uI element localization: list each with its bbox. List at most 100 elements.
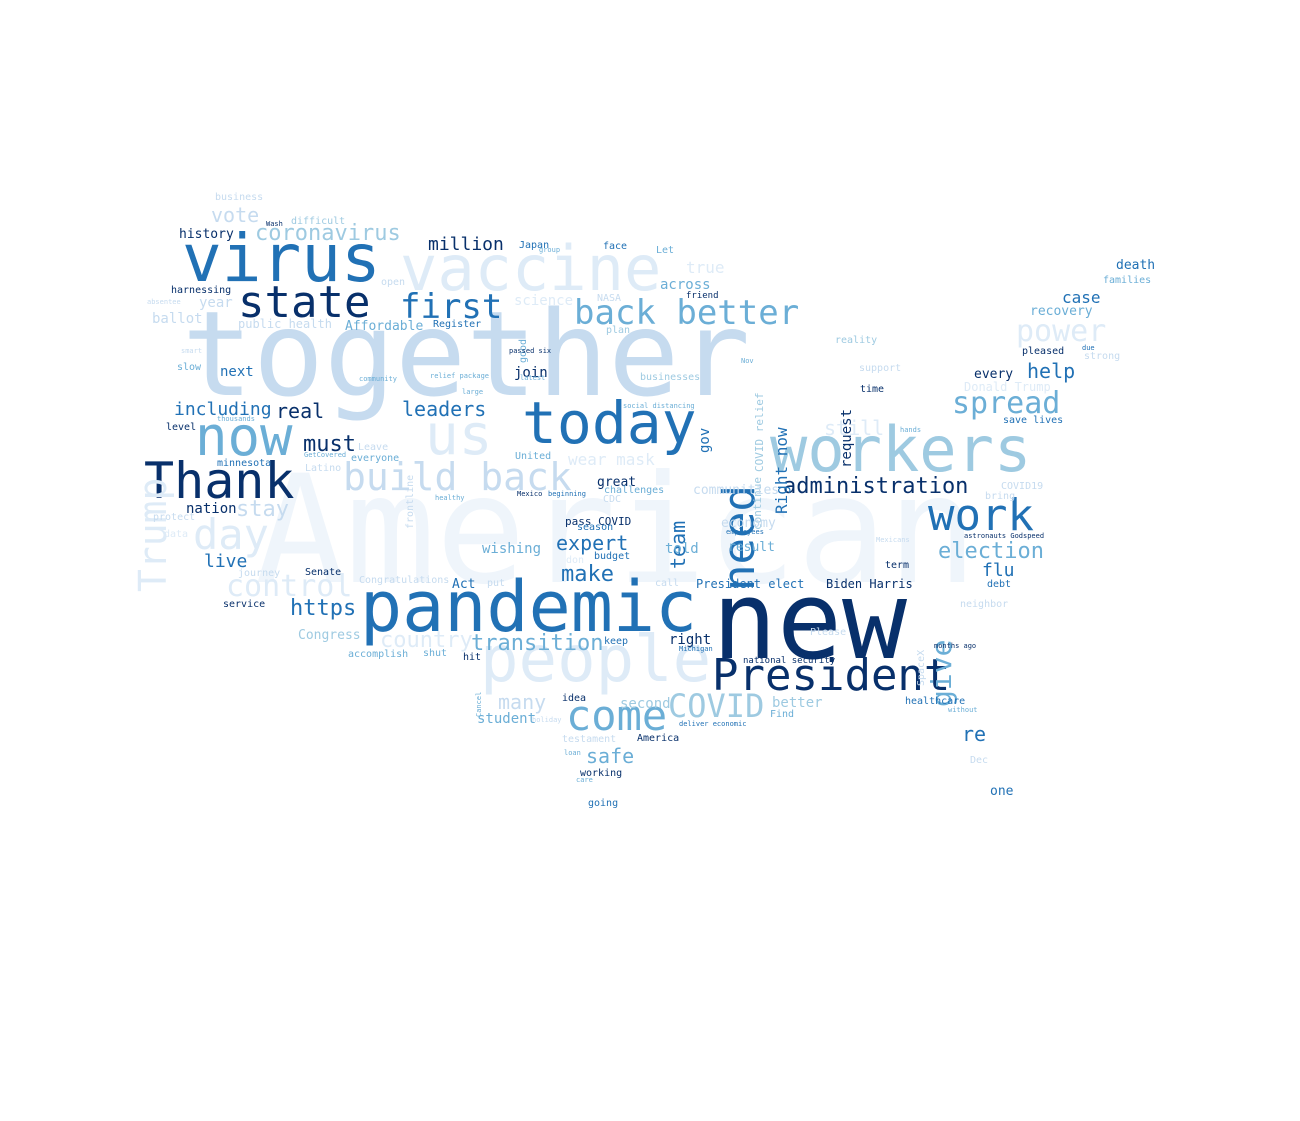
word-safe: safe (586, 744, 635, 768)
word-president: President (712, 650, 951, 701)
word-nov: Nov (741, 357, 754, 365)
word-still: still (824, 416, 885, 440)
word-virus: virus (182, 220, 381, 297)
word-leaders: leaders (402, 397, 487, 421)
word-re: re (962, 722, 987, 746)
word-flu: flu (982, 560, 1015, 581)
word-latino: Latino (305, 463, 342, 474)
word-transition: transition (471, 631, 604, 656)
word-service: service (223, 599, 266, 610)
word-employees: employees (726, 528, 764, 536)
word-term: term (885, 560, 910, 571)
word-astronauts-godspeed: astronauts Godspeed (964, 532, 1045, 540)
word-history: history (179, 227, 234, 242)
word-including: including (174, 399, 272, 420)
word-work: work (928, 490, 1034, 541)
word-shut: shut (423, 648, 448, 659)
word-budget: budget (594, 551, 631, 562)
word-large: large (462, 388, 484, 396)
word-live: live (204, 551, 248, 572)
word-neighbor: neighbor (960, 599, 1009, 610)
word-mexicans: Mexicans (876, 536, 910, 544)
word-next: next (220, 364, 254, 380)
word-coronavirus: coronavirus (255, 221, 401, 246)
word-election: election (938, 539, 1044, 564)
word-thousands: thousands (217, 415, 255, 423)
word-congress: Congress (298, 628, 361, 643)
word-help: help (1027, 359, 1076, 383)
word-spacex: SpaceX (916, 649, 927, 686)
word-national-security: national security (743, 656, 836, 666)
word-beginning: beginning (548, 490, 586, 498)
word-every: every (974, 367, 1014, 382)
word-recovery: recovery (1030, 304, 1093, 319)
word-minnesota: minnesota (217, 458, 272, 469)
word-latest: latest (520, 374, 546, 382)
word-wear-mask: wear mask (568, 450, 655, 469)
word-true: true (686, 258, 725, 277)
word-support: support (859, 363, 902, 374)
word-told: told (665, 541, 699, 557)
word-group: group (539, 246, 561, 254)
word-case: case (1062, 288, 1101, 307)
word-together: together (182, 285, 751, 423)
word-put: put (487, 578, 506, 589)
word-frontline: frontline (405, 474, 416, 529)
word-science: science (514, 293, 574, 309)
word-face: face (603, 241, 628, 252)
word-result: result (728, 540, 775, 555)
word-businesses: businesses (640, 372, 701, 383)
word-japan: Japan (519, 240, 550, 251)
word-loan: loan (564, 749, 581, 757)
word-stay: stay (236, 497, 289, 522)
word-social-distancing: social distancing (623, 402, 695, 410)
word-testament: testament (562, 734, 617, 745)
word-strong: strong (1084, 351, 1121, 362)
word-data: data (164, 529, 189, 540)
word-administration: administration (783, 474, 969, 499)
word-great: great (597, 475, 637, 490)
word-friend: friend (686, 291, 719, 301)
word-new: new (712, 559, 908, 684)
word-hands: hands (900, 426, 922, 434)
word-death: death (1116, 258, 1156, 273)
word-economy: economy (721, 516, 776, 531)
word-people: people (480, 623, 712, 697)
word-build-back: build back (343, 455, 572, 499)
word-spread: spread (952, 386, 1061, 421)
word-getcovered: GetCovered (304, 451, 347, 459)
word-million: million (428, 234, 504, 255)
word-one: one (990, 784, 1014, 799)
word-america: America (637, 733, 680, 744)
word-leave: Leave (358, 442, 389, 453)
word-biden-harris: Biden Harris (826, 577, 913, 591)
word-healthy: healthy (435, 494, 465, 502)
word-vaccine: vaccine (400, 232, 662, 305)
word-mexico: Mexico (517, 490, 543, 498)
word-months-ago: months ago (934, 642, 977, 650)
word-pleased: pleased (1022, 346, 1065, 357)
word-right-now: Right now (772, 427, 791, 515)
word-keep: keep (604, 636, 629, 647)
word-protect: protect (153, 512, 196, 523)
word-healthcare: healthcare (905, 696, 966, 707)
word-must: must (303, 432, 356, 457)
word-plan: plan (606, 325, 631, 336)
word-difficult: difficult (291, 216, 346, 227)
word-working: working (580, 768, 623, 779)
word-everyone: everyone (351, 453, 400, 464)
word-business: business (215, 192, 264, 203)
word-idea: idea (562, 693, 587, 704)
word-let: Let (656, 245, 675, 256)
word-find: Find (770, 709, 795, 720)
word-affordable: Affordable (345, 319, 424, 334)
word-passed-six: passed six (509, 347, 552, 355)
word-hit: hit (463, 652, 482, 663)
word-power: power (1016, 314, 1107, 349)
word-ballot: ballot (152, 311, 203, 327)
word-year: year (199, 295, 233, 311)
word-due: due (1082, 344, 1095, 352)
word-thank: Thank (144, 452, 295, 510)
word-absentee: absentee (147, 298, 181, 306)
